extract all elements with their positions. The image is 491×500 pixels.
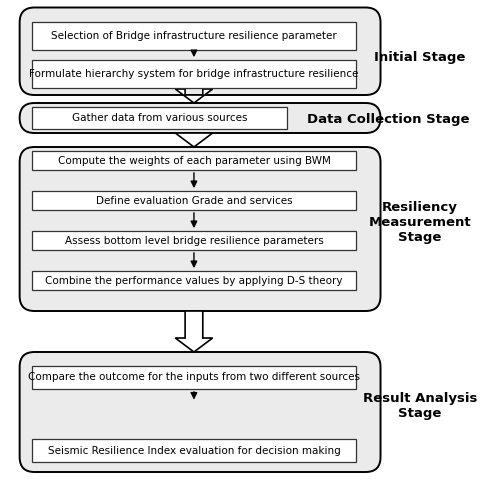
FancyBboxPatch shape — [20, 147, 381, 311]
Bar — [32, 22, 356, 50]
Bar — [32, 439, 356, 462]
Text: Compute the weights of each parameter using BWM: Compute the weights of each parameter us… — [57, 156, 330, 166]
Bar — [32, 60, 356, 88]
Text: Assess bottom level bridge resilience parameters: Assess bottom level bridge resilience pa… — [65, 236, 323, 246]
Bar — [32, 366, 356, 389]
Text: Resiliency
Measurement
Stage: Resiliency Measurement Stage — [368, 201, 471, 244]
Text: Formulate hierarchy system for bridge infrastructure resilience: Formulate hierarchy system for bridge in… — [29, 69, 358, 79]
Bar — [32, 151, 356, 170]
Bar — [32, 107, 287, 129]
FancyBboxPatch shape — [20, 8, 381, 95]
Polygon shape — [175, 89, 213, 103]
Text: Compare the outcome for the inputs from two different sources: Compare the outcome for the inputs from … — [28, 372, 360, 382]
Text: Selection of Bridge infrastructure resilience parameter: Selection of Bridge infrastructure resil… — [51, 31, 337, 42]
Bar — [32, 231, 356, 250]
Text: Data Collection Stage: Data Collection Stage — [307, 112, 469, 126]
Polygon shape — [175, 311, 213, 352]
Bar — [32, 271, 356, 290]
FancyBboxPatch shape — [20, 103, 381, 133]
Text: Result Analysis
Stage: Result Analysis Stage — [363, 392, 477, 420]
Text: Initial Stage: Initial Stage — [374, 51, 465, 64]
Bar — [32, 191, 356, 210]
Text: Define evaluation Grade and services: Define evaluation Grade and services — [96, 196, 292, 205]
Text: Seismic Resilience Index evaluation for decision making: Seismic Resilience Index evaluation for … — [48, 446, 340, 456]
FancyBboxPatch shape — [20, 352, 381, 472]
Text: Gather data from various sources: Gather data from various sources — [72, 113, 247, 123]
Polygon shape — [175, 133, 213, 147]
Text: Combine the performance values by applying D-S theory: Combine the performance values by applyi… — [45, 276, 343, 285]
